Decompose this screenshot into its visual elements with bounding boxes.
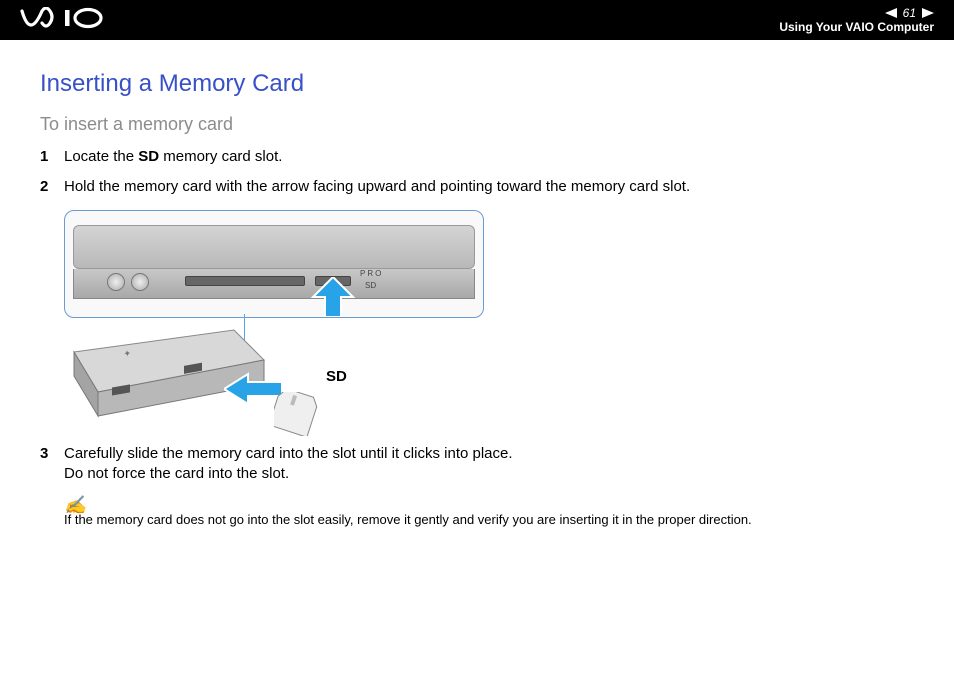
device-perspective-view: ✦ SD xyxy=(64,322,484,432)
sd-callout-label: SD xyxy=(326,368,347,385)
steps-list: 1 Locate the SD memory card slot. 2 Hold… xyxy=(40,147,914,198)
step-text-line2: Do not force the card into the slot. xyxy=(64,465,289,482)
vaio-logo xyxy=(20,7,120,34)
step-text: Locate the SD memory card slot. xyxy=(64,147,282,167)
pro-slot-label: PRO xyxy=(360,269,383,278)
memorystick-slot xyxy=(185,276,305,286)
audio-port-icon xyxy=(131,273,149,291)
device-lid xyxy=(73,225,475,269)
step-number: 3 xyxy=(40,444,64,485)
note-text: If the memory card does not go into the … xyxy=(64,512,914,527)
step-1: 1 Locate the SD memory card slot. xyxy=(40,147,914,167)
page-title: Inserting a Memory Card xyxy=(40,70,914,98)
step-text-line1: Carefully slide the memory card into the… xyxy=(64,445,513,462)
page-content: Inserting a Memory Card To insert a memo… xyxy=(0,40,954,547)
insert-arrow-up-icon xyxy=(309,277,357,318)
steps-list-cont: 3 Carefully slide the memory card into t… xyxy=(40,444,914,485)
step-text-post: memory card slot. xyxy=(159,148,282,165)
vaio-logo-svg xyxy=(20,7,120,29)
next-page-arrow-icon[interactable] xyxy=(922,8,934,18)
page-subtitle: To insert a memory card xyxy=(40,114,914,135)
diagram-block: PRO SD ✦ xyxy=(64,210,914,432)
step-text: Carefully slide the memory card into the… xyxy=(64,444,513,485)
audio-port-icon xyxy=(107,273,125,291)
header-bar: 61 Using Your VAIO Computer xyxy=(0,0,954,40)
note-icon: ✍ xyxy=(64,498,914,512)
step-text-pre: Locate the xyxy=(64,148,138,165)
prev-page-arrow-icon[interactable] xyxy=(885,8,897,18)
device-side-view: PRO SD xyxy=(64,210,484,318)
step-2: 2 Hold the memory card with the arrow fa… xyxy=(40,177,914,197)
step-text: Hold the memory card with the arrow faci… xyxy=(64,177,690,197)
section-label: Using Your VAIO Computer xyxy=(779,20,934,34)
page-nav: 61 xyxy=(885,6,934,20)
sd-card-icon xyxy=(274,392,318,436)
page-number: 61 xyxy=(903,6,916,20)
step-3: 3 Carefully slide the memory card into t… xyxy=(40,444,914,485)
step-number: 2 xyxy=(40,177,64,197)
header-right: 61 Using Your VAIO Computer xyxy=(779,6,934,34)
step-text-bold: SD xyxy=(138,148,159,165)
sd-slot-label: SD xyxy=(365,281,376,290)
step-number: 1 xyxy=(40,147,64,167)
note-block: ✍ If the memory card does not go into th… xyxy=(64,498,914,527)
